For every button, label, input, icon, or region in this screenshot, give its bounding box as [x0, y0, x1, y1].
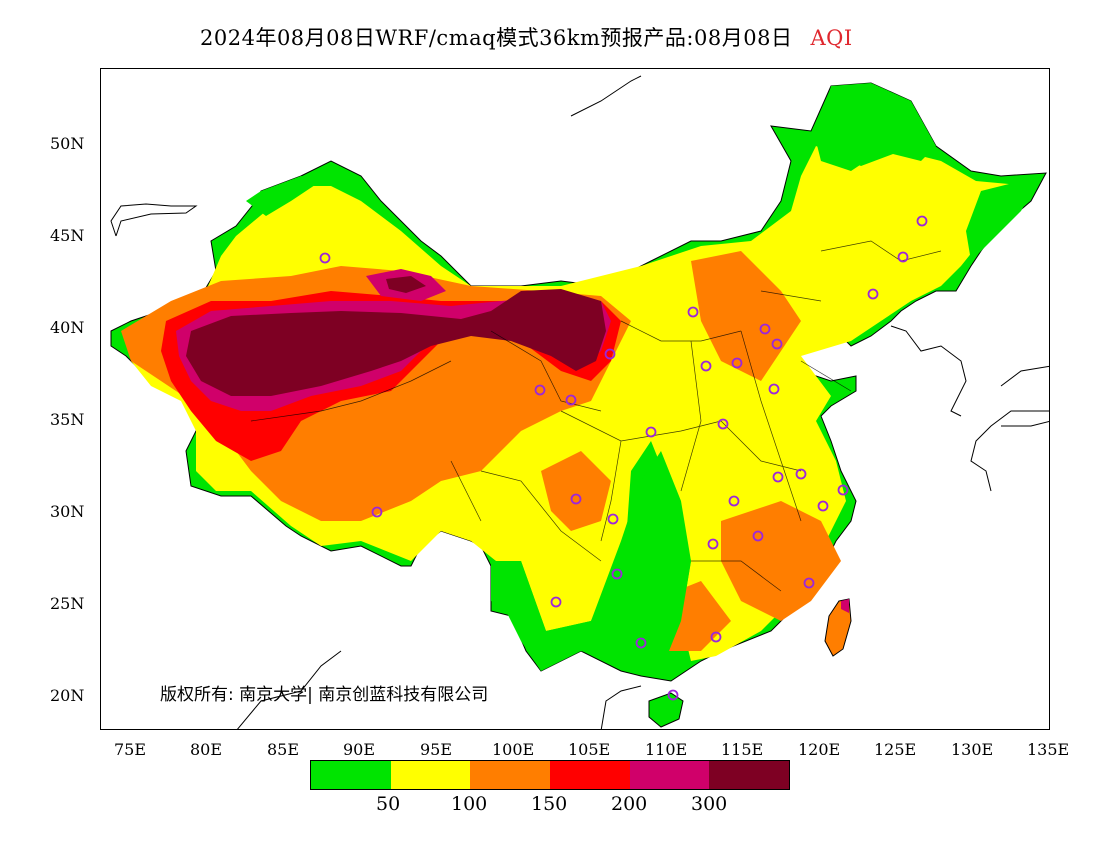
- map-frame: [100, 68, 1050, 730]
- aqi-good-zone-northeast-2: [966, 176, 1041, 261]
- lon-label-85e: 85E: [267, 740, 300, 759]
- lon-label-90e: 90E: [343, 740, 376, 759]
- taiwan-purple: [841, 599, 849, 613]
- aqi-good-zone-northeast: [816, 83, 936, 171]
- station-marker: [803, 577, 815, 589]
- station-marker: [817, 500, 829, 512]
- lon-label-75e: 75E: [114, 740, 147, 759]
- lon-label-110e: 110E: [645, 740, 688, 759]
- lat-label-20n: 20N: [50, 686, 85, 705]
- station-marker: [635, 637, 647, 649]
- station-marker: [768, 383, 780, 395]
- lat-label-45n: 45N: [50, 226, 85, 245]
- legend-swatch-moderate: [390, 761, 471, 789]
- legend-swatch-hazardous: [709, 761, 790, 789]
- lon-label-125e: 125E: [874, 740, 917, 759]
- lon-label-100e: 100E: [492, 740, 535, 759]
- legend-label-100: 100: [451, 793, 488, 815]
- aqi-usg-zone-southeast: [721, 501, 841, 621]
- copyright-notice: 版权所有: 南京大学| 南京创蓝科技有限公司: [160, 685, 489, 705]
- aqi-good-zone-northwest: [246, 176, 321, 216]
- station-marker: [534, 384, 546, 396]
- aqi-map: [110, 75, 1049, 729]
- station-marker: [759, 323, 771, 335]
- station-marker: [916, 215, 928, 227]
- korea-japan-coast: [890, 325, 1049, 492]
- station-marker: [565, 394, 577, 406]
- station-marker: [550, 596, 562, 608]
- lat-label-40n: 40N: [50, 318, 85, 337]
- lat-label-30n: 30N: [50, 502, 85, 521]
- station-marker: [772, 471, 784, 483]
- lat-label-50n: 50N: [50, 134, 85, 153]
- southeast-asia-coast: [237, 650, 642, 729]
- legend-label-150: 150: [531, 793, 568, 815]
- station-marker: [667, 689, 679, 701]
- station-marker: [795, 468, 807, 480]
- title-text: 2024年08月08日WRF/cmaq模式36km预报产品:08月08日: [200, 26, 793, 50]
- station-marker: [717, 418, 729, 430]
- hainan-island: [648, 692, 684, 728]
- station-marker: [771, 338, 783, 350]
- lon-label-130e: 130E: [951, 740, 994, 759]
- station-marker: [837, 484, 849, 496]
- station-marker: [707, 538, 719, 550]
- legend-swatch-usg: [470, 761, 551, 789]
- legend-swatch-unhealthy: [550, 761, 630, 789]
- lat-label-35n: 35N: [50, 410, 85, 429]
- station-marker: [570, 493, 582, 505]
- station-marker: [687, 306, 699, 318]
- station-marker: [645, 426, 657, 438]
- aqi-hazardous-zone: [186, 289, 606, 396]
- legend-label-300: 300: [691, 793, 728, 815]
- legend-swatch-very-unhealthy: [629, 761, 710, 789]
- station-marker: [700, 360, 712, 372]
- lon-label-80e: 80E: [190, 740, 223, 759]
- taiwan-island: [824, 598, 852, 657]
- aqi-good-zone-southwest: [491, 451, 691, 671]
- legend-label-50: 50: [376, 793, 401, 815]
- lon-label-105e: 105E: [568, 740, 611, 759]
- station-marker: [607, 513, 619, 525]
- lon-label-135e: 135E: [1027, 740, 1070, 759]
- lat-label-25n: 25N: [50, 594, 85, 613]
- station-markers: [319, 215, 928, 701]
- station-marker: [371, 506, 383, 518]
- station-marker: [897, 251, 909, 263]
- station-marker: [867, 288, 879, 300]
- lon-label-115e: 115E: [721, 740, 764, 759]
- legend-swatch-good: [311, 761, 391, 789]
- station-marker: [731, 357, 743, 369]
- russia-coast: [110, 75, 642, 237]
- lon-label-95e: 95E: [420, 740, 453, 759]
- aqi-usg-zone-east: [691, 251, 801, 381]
- legend-label-200: 200: [611, 793, 648, 815]
- title-variable: AQI: [810, 26, 853, 50]
- aqi-hazardous-zone-north: [386, 276, 426, 293]
- lon-label-120e: 120E: [798, 740, 841, 759]
- station-marker: [319, 252, 331, 264]
- station-marker: [728, 495, 740, 507]
- station-marker: [710, 631, 722, 643]
- station-marker: [604, 348, 616, 360]
- station-marker: [611, 568, 623, 580]
- aqi-legend: [310, 760, 790, 790]
- aqi-usg-zone-central: [541, 451, 611, 531]
- map-title: 2024年08月08日WRF/cmaq模式36km预报产品:08月08日 AQI: [200, 22, 853, 52]
- station-marker: [752, 530, 764, 542]
